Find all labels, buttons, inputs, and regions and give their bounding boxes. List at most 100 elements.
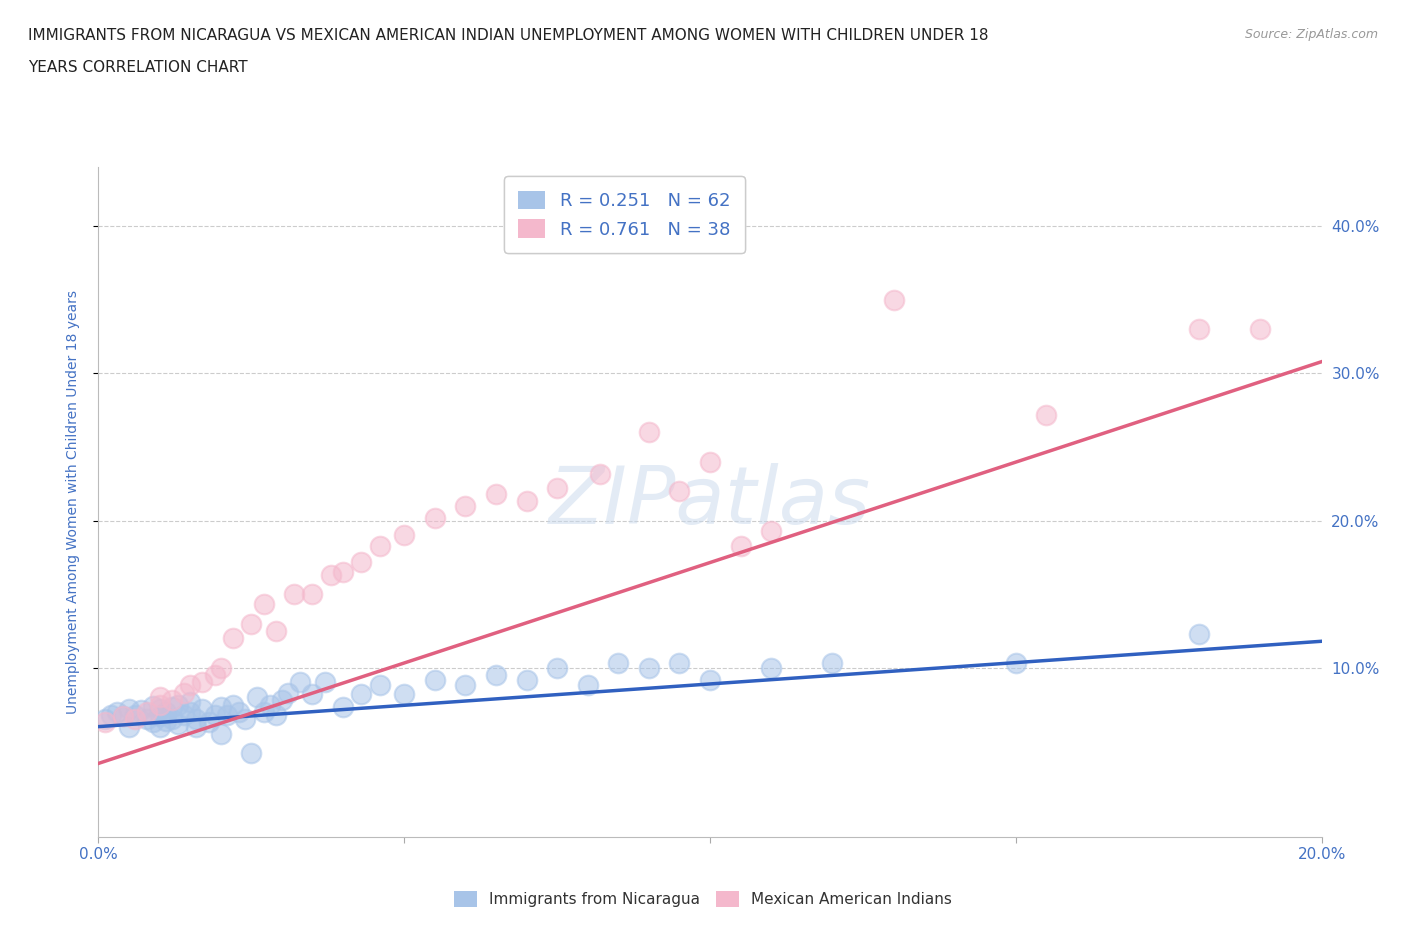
Point <box>392 528 416 543</box>
Point <box>191 701 214 716</box>
Point <box>118 701 141 716</box>
Point <box>283 587 305 602</box>
Point <box>222 631 245 645</box>
Point <box>516 494 538 509</box>
Point <box>637 425 661 440</box>
Point <box>485 668 508 683</box>
Point <box>1004 656 1026 671</box>
Point <box>124 711 146 726</box>
Point <box>228 704 250 719</box>
Point <box>1188 322 1211 337</box>
Point <box>423 672 446 687</box>
Point <box>209 726 232 741</box>
Point <box>149 701 172 716</box>
Point <box>179 678 201 693</box>
Point <box>759 660 782 675</box>
Point <box>160 711 183 726</box>
Point <box>204 708 226 723</box>
Text: Source: ZipAtlas.com: Source: ZipAtlas.com <box>1244 28 1378 41</box>
Legend: R = 0.251   N = 62, R = 0.761   N = 38: R = 0.251 N = 62, R = 0.761 N = 38 <box>503 177 745 253</box>
Point <box>821 656 844 671</box>
Point <box>350 687 373 702</box>
Text: IMMIGRANTS FROM NICARAGUA VS MEXICAN AMERICAN INDIAN UNEMPLOYMENT AMONG WOMEN WI: IMMIGRANTS FROM NICARAGUA VS MEXICAN AME… <box>28 28 988 43</box>
Point <box>160 693 183 708</box>
Point <box>149 698 172 712</box>
Point <box>179 704 201 719</box>
Point <box>129 703 152 718</box>
Point <box>423 511 446 525</box>
Point <box>111 709 134 724</box>
Point <box>368 538 391 553</box>
Point <box>142 698 165 713</box>
Point <box>93 715 115 730</box>
Point <box>730 538 752 553</box>
Point <box>246 690 269 705</box>
Point <box>301 687 323 702</box>
Point <box>392 687 416 702</box>
Point <box>173 685 195 700</box>
Point <box>350 554 373 569</box>
Point <box>516 672 538 687</box>
Point <box>186 711 208 726</box>
Point <box>259 698 281 712</box>
Point <box>209 660 232 675</box>
Point <box>454 498 477 513</box>
Point <box>576 678 599 693</box>
Legend: Immigrants from Nicaragua, Mexican American Indians: Immigrants from Nicaragua, Mexican Ameri… <box>449 884 957 913</box>
Point <box>155 704 177 719</box>
Point <box>264 623 287 638</box>
Point <box>277 685 299 700</box>
Point <box>204 668 226 683</box>
Point <box>149 690 172 705</box>
Point <box>252 597 274 612</box>
Point <box>173 708 195 723</box>
Point <box>454 678 477 693</box>
Point <box>332 700 354 715</box>
Point <box>270 693 292 708</box>
Point <box>1249 322 1271 337</box>
Point <box>105 704 128 719</box>
Point <box>252 704 274 719</box>
Text: ZIPatlas: ZIPatlas <box>548 463 872 541</box>
Point <box>179 694 201 709</box>
Point <box>699 672 721 687</box>
Point <box>160 700 183 715</box>
Point <box>290 675 312 690</box>
Point <box>546 660 568 675</box>
Text: YEARS CORRELATION CHART: YEARS CORRELATION CHART <box>28 60 247 75</box>
Point <box>699 454 721 469</box>
Point <box>546 481 568 496</box>
Point <box>215 708 238 723</box>
Point <box>186 719 208 734</box>
Point <box>589 466 612 481</box>
Point <box>142 715 165 730</box>
Point <box>118 719 141 734</box>
Point <box>759 524 782 538</box>
Point <box>264 708 287 723</box>
Y-axis label: Unemployment Among Women with Children Under 18 years: Unemployment Among Women with Children U… <box>66 290 80 714</box>
Point <box>209 700 232 715</box>
Point <box>167 716 190 731</box>
Point <box>883 292 905 307</box>
Point <box>136 704 159 719</box>
Point <box>149 719 172 734</box>
Point <box>314 675 336 690</box>
Point <box>301 587 323 602</box>
Point <box>233 711 256 726</box>
Point <box>607 656 630 671</box>
Point <box>197 715 219 730</box>
Point <box>240 746 263 761</box>
Point <box>111 709 134 724</box>
Point <box>668 484 690 498</box>
Point <box>332 565 354 579</box>
Point <box>1035 407 1057 422</box>
Point <box>368 678 391 693</box>
Point <box>222 698 245 712</box>
Point <box>485 486 508 501</box>
Point <box>240 617 263 631</box>
Point <box>100 708 122 723</box>
Point <box>668 656 690 671</box>
Point <box>136 711 159 726</box>
Point <box>191 675 214 690</box>
Point <box>1188 627 1211 642</box>
